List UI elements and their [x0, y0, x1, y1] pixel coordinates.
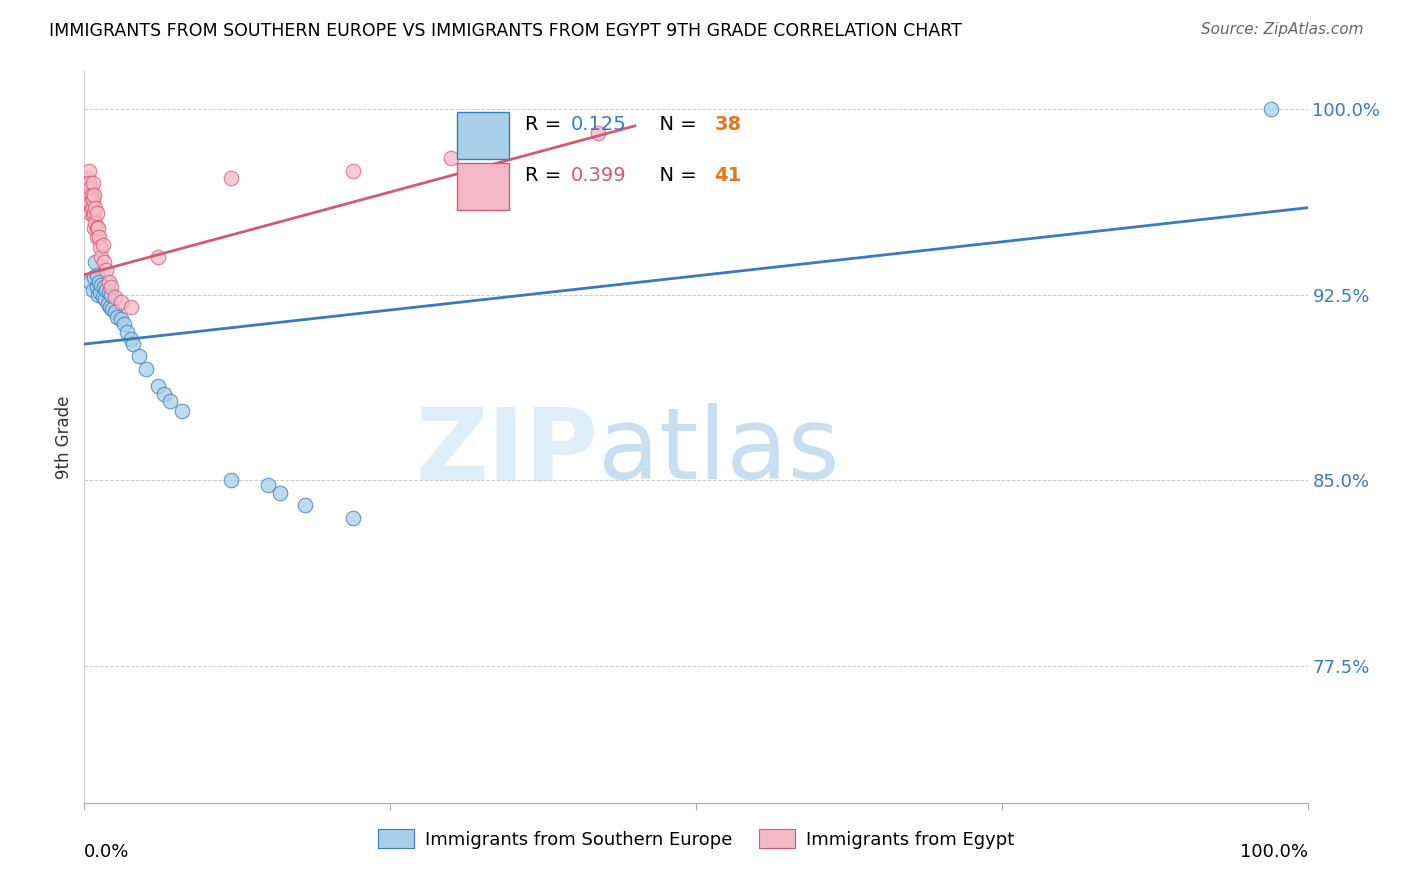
Point: [97, 285, 120, 299]
Point: [82, 208, 104, 222]
Point: [82, 176, 104, 190]
Point: [86, 268, 108, 282]
Point: [82, 283, 104, 297]
Point: [79, 205, 101, 219]
Point: [79, 195, 101, 210]
Point: [87, 220, 110, 235]
Point: [75, 201, 97, 215]
Point: [122, 337, 145, 351]
Point: [76, 181, 98, 195]
Point: [104, 305, 127, 319]
Point: [83, 270, 105, 285]
Point: [89, 240, 111, 254]
Text: 0.399: 0.399: [571, 167, 627, 186]
Point: [77, 176, 100, 190]
Point: [77, 163, 100, 178]
Text: N =: N =: [647, 115, 703, 135]
Text: Source: ZipAtlas.com: Source: ZipAtlas.com: [1201, 22, 1364, 37]
Point: [83, 188, 105, 202]
Text: 38: 38: [714, 115, 741, 135]
Text: ZIP: ZIP: [415, 403, 598, 500]
Point: [96, 262, 118, 277]
Point: [86, 280, 108, 294]
Point: [269, 486, 291, 500]
Point: [112, 318, 135, 332]
Point: [77, 188, 100, 202]
Point: [294, 498, 316, 512]
Point: [77, 188, 100, 202]
Text: R =: R =: [524, 115, 567, 135]
Text: IMMIGRANTS FROM SOUTHERN EUROPE VS IMMIGRANTS FROM EGYPT 9TH GRADE CORRELATION C: IMMIGRANTS FROM SOUTHERN EUROPE VS IMMIG…: [49, 22, 962, 40]
Point: [98, 300, 121, 314]
Point: [115, 325, 138, 339]
Point: [89, 285, 111, 299]
Point: [146, 379, 169, 393]
Point: [128, 350, 150, 364]
Point: [84, 201, 107, 215]
Point: [84, 216, 107, 230]
Point: [83, 205, 105, 219]
Point: [159, 394, 181, 409]
Point: [97, 275, 120, 289]
Text: N =: N =: [647, 167, 703, 186]
Text: atlas: atlas: [598, 403, 839, 500]
Point: [93, 280, 115, 294]
Text: 0.0%: 0.0%: [84, 843, 129, 861]
Point: [96, 283, 118, 297]
Point: [91, 238, 114, 252]
Point: [86, 220, 108, 235]
Legend: Immigrants from Southern Europe, Immigrants from Egypt: Immigrants from Southern Europe, Immigra…: [370, 822, 1022, 856]
Point: [93, 255, 115, 269]
Point: [110, 312, 132, 326]
Point: [79, 181, 101, 195]
Point: [219, 171, 242, 186]
Point: [257, 478, 280, 492]
Point: [86, 205, 108, 219]
Point: [342, 163, 364, 178]
Point: [100, 280, 122, 294]
Point: [80, 201, 103, 215]
Point: [80, 188, 103, 202]
Point: [94, 293, 117, 307]
Point: [342, 510, 364, 524]
Point: [219, 474, 242, 488]
Point: [87, 275, 110, 289]
Point: [79, 275, 101, 289]
Point: [146, 250, 169, 264]
Text: 100.0%: 100.0%: [1240, 843, 1308, 861]
Point: [104, 290, 127, 304]
Point: [100, 287, 122, 301]
FancyBboxPatch shape: [457, 163, 509, 211]
Point: [110, 295, 132, 310]
Point: [153, 386, 176, 401]
Point: [77, 171, 100, 186]
Point: [87, 230, 110, 244]
Point: [586, 126, 609, 140]
Point: [87, 287, 110, 301]
Point: [90, 277, 112, 292]
Point: [120, 332, 142, 346]
Text: R =: R =: [524, 167, 567, 186]
Point: [101, 302, 124, 317]
Point: [84, 255, 107, 269]
Y-axis label: 9th Grade: 9th Grade: [55, 395, 73, 479]
Point: [97, 297, 120, 311]
Point: [172, 404, 194, 418]
Text: 41: 41: [714, 167, 741, 186]
Point: [90, 250, 112, 264]
Point: [440, 151, 463, 165]
Point: [91, 290, 114, 304]
Point: [120, 300, 142, 314]
FancyBboxPatch shape: [457, 112, 509, 159]
Point: [135, 362, 157, 376]
Point: [82, 194, 104, 208]
Point: [86, 230, 108, 244]
Point: [105, 310, 128, 324]
Point: [83, 220, 105, 235]
Point: [76, 194, 98, 208]
Point: [1260, 102, 1282, 116]
Text: 0.125: 0.125: [571, 115, 627, 135]
